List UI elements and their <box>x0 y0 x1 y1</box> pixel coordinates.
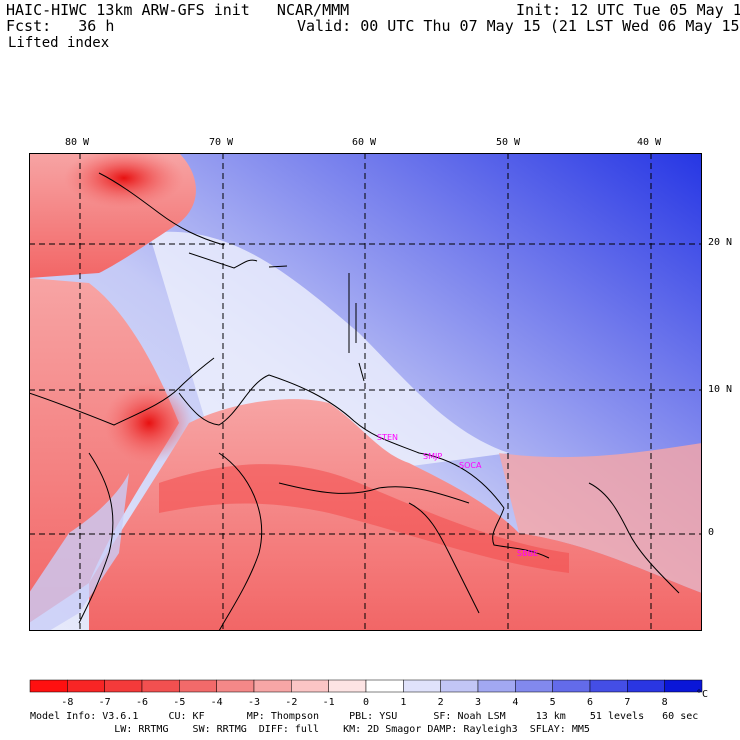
colorbar-tick-label: -5 <box>173 697 185 708</box>
nw-hot-core <box>64 153 184 208</box>
lon-label-70w: 70 W <box>209 137 234 148</box>
map-frame <box>29 153 702 631</box>
colorbar-box <box>664 679 703 693</box>
lon-label-50w: 50 W <box>496 137 521 148</box>
colorbar-box <box>589 679 628 693</box>
colorbar-tick-label: 2 <box>438 697 444 708</box>
forecast-hour: Fcst: 36 h <box>6 17 115 35</box>
colorbar-tick-label: 7 <box>624 697 630 708</box>
station-sten: STEN <box>377 433 398 442</box>
colorbar-box <box>440 679 479 693</box>
init-time: Init: 12 UTC Tue 05 May 15 <box>516 1 740 19</box>
pacific-stable-band <box>29 473 129 631</box>
lat-label-20n: 20 N <box>708 237 733 248</box>
colorbar-box <box>141 679 180 693</box>
colorbar-box <box>291 679 329 693</box>
colorbar-box <box>328 679 367 693</box>
colombia-hot-core <box>104 383 194 463</box>
colorbar-tick-label: 3 <box>475 697 481 708</box>
lifted-index-map: STEN SMJP SOCA SBBE <box>29 153 702 631</box>
valid-time: Valid: 00 UTC Thu 07 May 15 (21 LST Wed … <box>297 17 740 35</box>
colorbar-tick-label: 6 <box>587 697 593 708</box>
colorbar-tick-label: 0 <box>363 697 369 708</box>
model-info-line1: Model Info: V3.6.1 CU: KF MP: Thompson P… <box>30 711 699 722</box>
lon-label-40w: 40 W <box>637 137 662 148</box>
station-sbbe: SBBE <box>517 549 538 558</box>
colorbar-box <box>627 679 665 693</box>
lat-label-equator: 0 <box>708 527 715 538</box>
coastlines <box>29 172 680 631</box>
model-title: HAIC-HIWC 13km ARW-GFS init NCAR/MMM <box>6 1 350 19</box>
colorbar-tick-label: 4 <box>512 697 518 708</box>
field-name: Lifted index <box>8 35 110 51</box>
colorbar-box <box>216 679 255 693</box>
lon-label-60w: 60 W <box>352 137 377 148</box>
colorbar-boxes <box>29 679 703 693</box>
colorbar: -8 -7 -6 -5 -4 -3 -2 -1 0 1 2 3 4 5 6 7 8 °C <box>29 679 708 708</box>
colorbar-labels: -8 -7 -6 -5 -4 -3 -2 -1 0 1 2 3 4 5 6 7 8 <box>61 697 667 708</box>
colorbar-box <box>477 679 516 693</box>
graticule <box>29 153 702 631</box>
colorbar-tick-label: -4 <box>211 697 223 708</box>
station-soca: SOCA <box>459 461 482 470</box>
colorbar-unit: °C <box>696 689 708 700</box>
colorbar-tick-label: -8 <box>61 697 73 708</box>
colorbar-box <box>67 679 105 693</box>
lon-label-80w: 80 W <box>65 137 90 148</box>
colorbar-box <box>104 679 143 693</box>
colorbar-tick-label: 1 <box>400 697 406 708</box>
colorbar-box <box>515 679 553 693</box>
colorbar-tick-label: 8 <box>662 697 668 708</box>
model-info-line2: LW: RRTMG SW: RRTMG DIFF: full KM: 2D Sm… <box>30 724 590 735</box>
colorbar-box <box>403 679 441 693</box>
colorbar-box <box>179 679 217 693</box>
amazon-band <box>159 464 569 573</box>
lat-label-10n: 10 N <box>708 384 733 395</box>
colorbar-box <box>253 679 292 693</box>
colorbar-tick-label: -2 <box>285 697 297 708</box>
colorbar-box <box>552 679 591 693</box>
colorbar-tick-label: -6 <box>136 697 148 708</box>
colorbar-tick-label: -1 <box>323 697 335 708</box>
colorbar-box <box>29 679 68 693</box>
colorbar-tick-label: -3 <box>248 697 260 708</box>
station-smjp: SMJP <box>423 452 442 461</box>
colorbar-box <box>365 679 404 693</box>
colorbar-tick-label: 5 <box>550 697 556 708</box>
colorbar-tick-label: -7 <box>99 697 111 708</box>
